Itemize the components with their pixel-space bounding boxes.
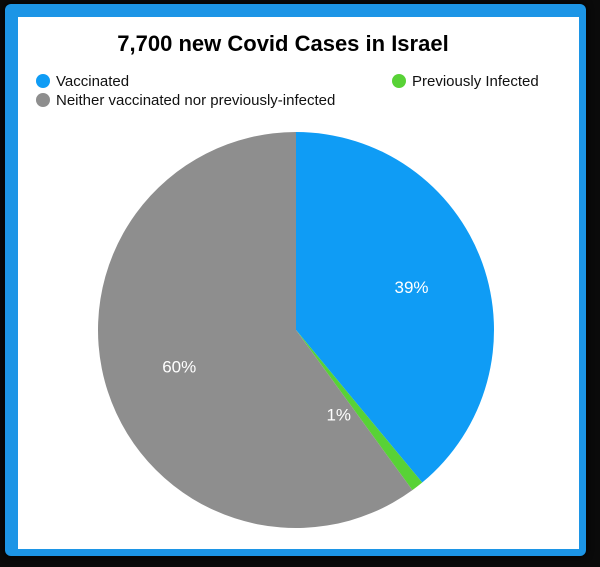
pie-slice-3 bbox=[97, 132, 413, 528]
chart-panel: 7,700 new Covid Cases in Israel Vaccinat… bbox=[18, 17, 579, 549]
pie-slice-2 bbox=[296, 330, 423, 491]
slice-label-3: 60% bbox=[162, 357, 196, 376]
legend-item-neither: Neither vaccinated nor previously-infect… bbox=[36, 92, 335, 109]
pie-chart: 39% 1% 60% bbox=[97, 132, 494, 528]
legend-swatch-neither bbox=[36, 93, 50, 107]
legend-label-previously-infected: Previously Infected bbox=[412, 73, 539, 90]
legend-swatch-vaccinated bbox=[36, 74, 50, 88]
slice-label-1: 39% bbox=[394, 278, 428, 297]
pie-slice-1 bbox=[296, 132, 494, 483]
chart-title: 7,700 new Covid Cases in Israel bbox=[117, 31, 449, 56]
legend-item-previously-infected: Previously Infected bbox=[392, 73, 539, 90]
legend-item-vaccinated: Vaccinated bbox=[36, 73, 129, 90]
legend-swatch-previously-infected bbox=[392, 74, 406, 88]
legend-label-neither: Neither vaccinated nor previously-infect… bbox=[56, 92, 336, 109]
slice-label-2: 1% bbox=[326, 406, 351, 425]
legend-label-vaccinated: Vaccinated bbox=[56, 73, 130, 90]
